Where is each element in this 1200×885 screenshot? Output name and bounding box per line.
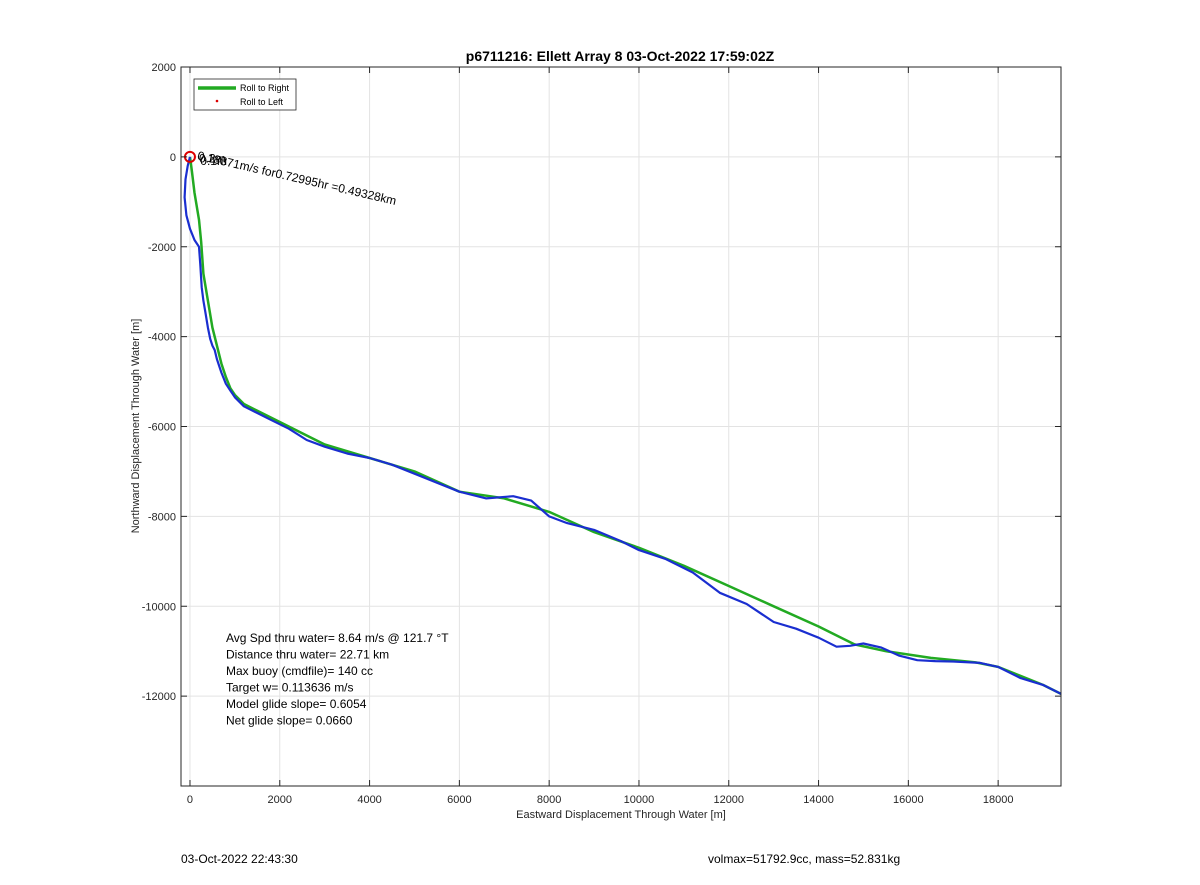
x-tick-label: 4000 [357,794,381,806]
legend: Roll to Right Roll to Left [193,78,297,111]
track-annotation: 0.2m [199,151,226,165]
y-tick-label: -6000 [148,422,176,434]
x-tick-label: 12000 [713,794,744,806]
stats-line: Net glide slope= 0.0660 [226,714,353,728]
series-group [183,150,1062,696]
chart-title: p6711216: Ellett Array 8 03-Oct-2022 17:… [466,48,775,64]
footer-timestamp: 03-Oct-2022 22:43:30 [181,852,298,866]
x-tick-label: 0 [187,794,193,806]
stats-block: Avg Spd thru water= 8.64 m/s @ 121.7 °T D… [226,631,449,728]
y-tick-label: -8000 [148,511,176,523]
legend-label-left: Roll to Left [240,97,284,107]
legend-swatch-left [215,99,219,103]
y-tick-label: 0 [170,152,176,164]
footer-summary: volmax=51792.9cc, mass=52.831kg [708,852,901,866]
x-tick-label: 16000 [893,794,924,806]
series-roll-right-line [188,156,1062,696]
y-tick-label: -10000 [142,601,176,613]
y-tick-label: -12000 [142,691,176,703]
x-axis-label: Eastward Displacement Through Water [m] [516,809,726,821]
x-tick-label: 2000 [268,794,292,806]
x-tick-label: 6000 [447,794,471,806]
y-tick-label: -2000 [148,242,176,254]
stats-line: Distance thru water= 22.71 km [226,648,389,662]
x-tick-label: 18000 [983,794,1014,806]
y-tick-label: -4000 [148,332,176,344]
legend-box [193,78,297,111]
x-tick-label: 10000 [624,794,655,806]
track-annotation: 0.1m [200,154,227,168]
series-track-line [183,156,1062,695]
y-tick-label: 2000 [152,62,176,74]
legend-label-right: Roll to Right [240,83,290,93]
stats-line: Target w= 0.113636 m/s [226,681,354,695]
axis-ticks: 0 2000 4000 6000 8000 10000 12000 14000 16000 180… [142,62,1061,806]
stats-line: Model glide slope= 0.6054 [226,697,367,711]
stats-line: Max buoy (cmdfile)= 140 cc [226,664,373,678]
stats-line: Avg Spd thru water= 8.64 m/s @ 121.7 °T [226,631,449,645]
y-axis-label: Northward Displacement Through Water [m] [130,319,142,534]
x-tick-label: 8000 [537,794,561,806]
x-tick-label: 14000 [803,794,834,806]
